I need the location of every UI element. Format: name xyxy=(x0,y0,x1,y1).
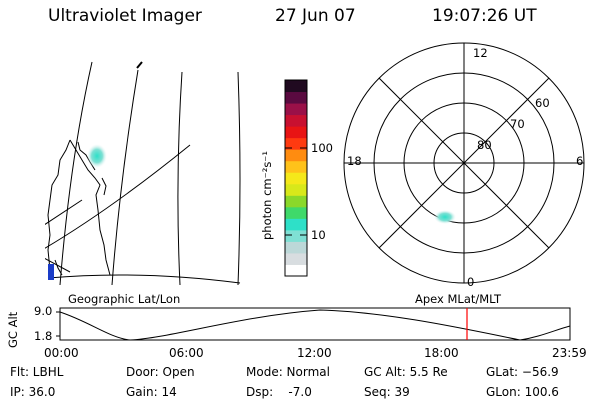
timeline-xtick-2359: 23:59 xyxy=(552,346,587,360)
colorbar-segment xyxy=(285,172,307,185)
seq-info: Seq: 39 xyxy=(364,385,410,399)
timeline-ylabel: GC Alt xyxy=(6,311,20,348)
colorbar-segment xyxy=(285,126,307,139)
dsp-info: Dsp: -7.0 xyxy=(246,385,312,399)
mlt-label-12: 12 xyxy=(473,46,488,60)
gc-alt-info: GC Alt: 5.5 Re xyxy=(364,365,448,379)
colorbar-segment xyxy=(285,149,307,162)
gain-info: Gain: 14 xyxy=(126,385,177,399)
colorbar-tick-100: 100 xyxy=(311,141,333,155)
lat-label-70: 70 xyxy=(510,117,525,131)
glon-info: GLon: 100.6 xyxy=(486,385,559,399)
instrument-title: Ultraviolet Imager xyxy=(48,6,202,26)
colorbar-segment xyxy=(285,103,307,116)
timeline-ytick-1-8: 1.8 xyxy=(34,329,53,343)
mlt-label-0: 0 xyxy=(467,275,475,289)
colorbar-segment xyxy=(285,229,307,242)
colorbar-segment xyxy=(285,218,307,231)
colorbar-segment xyxy=(285,137,307,150)
time-label: 19:07:26 UT xyxy=(432,6,537,26)
date-label: 27 Jun 07 xyxy=(275,6,356,26)
mlt-label-6: 6 xyxy=(576,154,584,168)
colorbar-segment xyxy=(285,195,307,208)
filter-info: Flt: LBHL xyxy=(10,365,64,379)
geographic-label: Geographic Lat/Lon xyxy=(68,292,181,306)
colorbar-segment xyxy=(285,80,307,93)
glat-info: GLat: −56.9 xyxy=(486,365,559,379)
colorbar-segment xyxy=(285,241,307,254)
timeline-ytick-9: 9.0 xyxy=(34,304,53,318)
timeline-xtick-1200: 12:00 xyxy=(297,346,332,360)
mlt-label-18: 18 xyxy=(347,154,362,168)
timeline-xtick-0000: 00:00 xyxy=(44,346,79,360)
timeline-xtick-0600: 06:00 xyxy=(169,346,204,360)
lat-label-80: 80 xyxy=(477,138,492,152)
colorbar-tick-10: 10 xyxy=(311,228,326,242)
ip-info: IP: 36.0 xyxy=(10,385,56,399)
colorbar-segment xyxy=(285,206,307,219)
colorbar-segment xyxy=(285,114,307,127)
colorbar-segment xyxy=(285,252,307,265)
lat-label-60: 60 xyxy=(535,96,550,110)
mode-info: Mode: Normal xyxy=(246,365,330,379)
apex-label: Apex MLat/MLT xyxy=(415,292,502,306)
door-info: Door: Open xyxy=(126,365,195,379)
timeline-xtick-1800: 18:00 xyxy=(424,346,459,360)
colorbar-segment xyxy=(285,264,307,277)
colorbar-segment xyxy=(285,183,307,196)
colorbar-segment xyxy=(285,160,307,173)
colorbar-segment xyxy=(285,91,307,104)
